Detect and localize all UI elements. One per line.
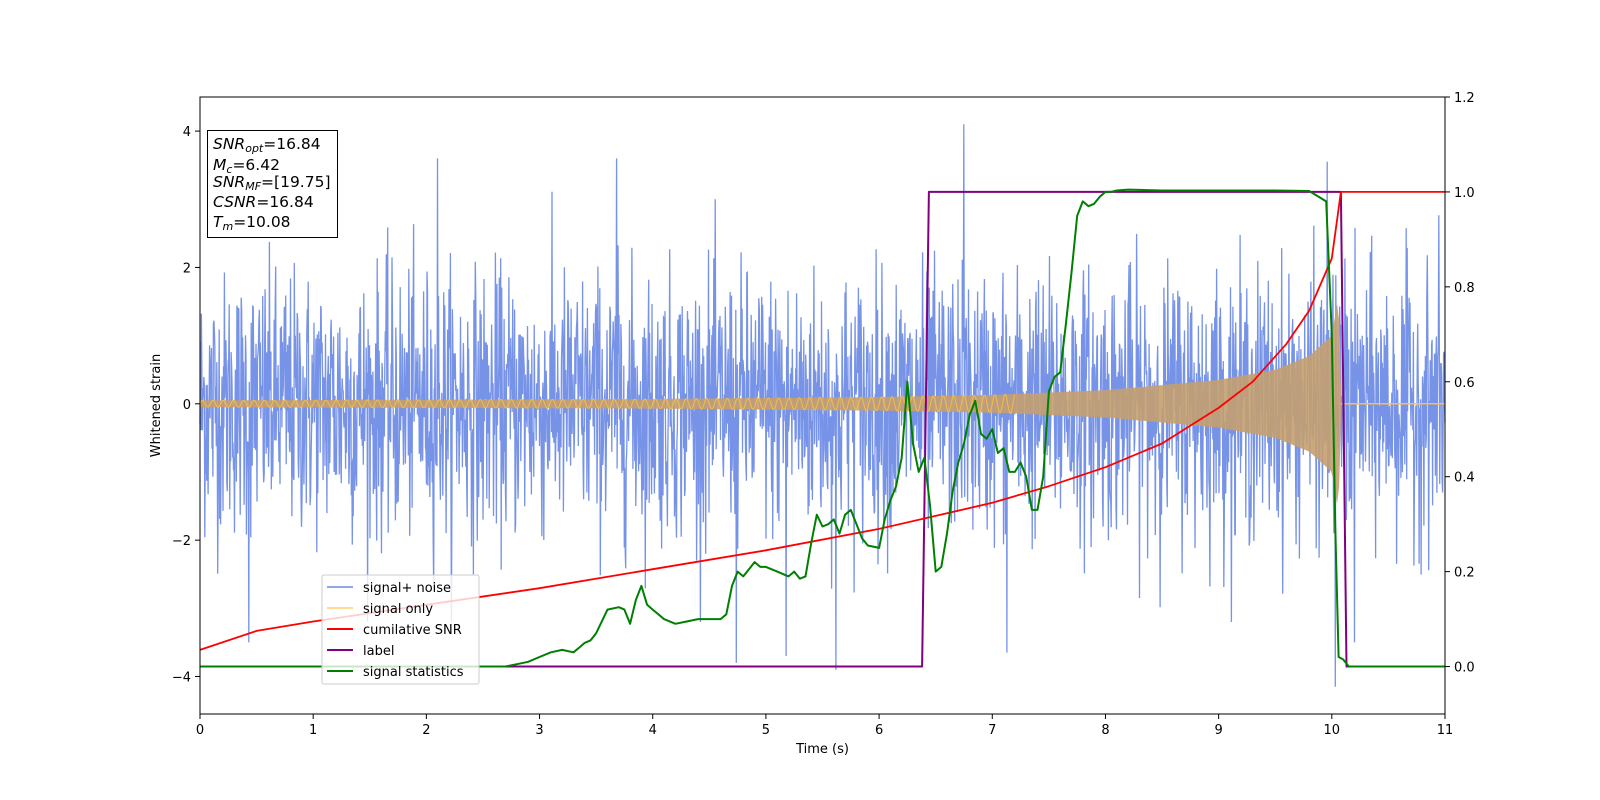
snr-info-box: SNRopt=16.84 Mc=6.42 SNRMF=[19.75] CSNR=… (207, 130, 338, 238)
x-tick-label: 8 (1101, 723, 1109, 738)
tm-line: Tm=10.08 (213, 213, 291, 233)
signal-statistics-line (200, 188, 1445, 668)
y-right-tick-label: 1.0 (1454, 186, 1475, 201)
mc-line: Mc=6.42 (213, 155, 280, 176)
tm-value: =10.08 (233, 213, 291, 231)
x-tick-label: 0 (196, 723, 204, 738)
y-left-tick-label: 0 (183, 398, 191, 413)
x-tick-label: 6 (875, 723, 883, 738)
y-left-tick-label: 2 (183, 261, 191, 276)
y-right-tick-label: 0.2 (1454, 566, 1475, 581)
snr-opt-value: =16.84 (263, 135, 321, 153)
snr-mf-line: SNRMF=[19.75] (213, 173, 331, 193)
x-tick-label: 9 (1214, 723, 1222, 738)
y-left-tick-label: 4 (183, 125, 191, 140)
snr-opt-line: SNRopt=16.84 (213, 135, 321, 155)
csnr-line: CSNR=16.84 (213, 192, 314, 211)
legend-item-label: label (363, 644, 394, 659)
axis-ticks: 0 1 2 3 4 5 6 7 8 9 10 11 −4 −2 0 2 4 0.0 0.2 0.4 0.6 0.8 1.0 1… (172, 91, 1475, 738)
legend-item-label: signal statistics (363, 665, 464, 680)
csnr-value: =16.84 (256, 192, 314, 211)
y-right-tick-label: 0.8 (1454, 281, 1475, 296)
y-axis-label: Whitened strain (149, 354, 164, 457)
legend-item-label: cumilative SNR (363, 623, 462, 638)
y-right-tick-label: 1.2 (1454, 91, 1475, 106)
series-signal-only (199, 303, 1445, 504)
mc-value: =6.42 (232, 155, 280, 174)
x-tick-label: 5 (762, 723, 770, 738)
legend-box (321, 574, 480, 685)
x-tick-label: 10 (1324, 723, 1341, 738)
legend: signal+ noise signal only cumilative SNR la… (321, 574, 480, 685)
signal-only-line (199, 393, 1016, 415)
y-right-tick-label: 0.4 (1454, 471, 1475, 486)
y-left-tick-label: −4 (172, 671, 191, 686)
legend-item-label: signal only (363, 602, 433, 617)
x-axis-label: Time (s) (795, 742, 849, 757)
x-tick-label: 4 (649, 723, 657, 738)
x-tick-label: 1 (309, 723, 317, 738)
snr-mf-value: =[19.75] (261, 173, 331, 191)
legend-item-label: signal+ noise (363, 581, 451, 596)
y-right-tick-label: 0.0 (1454, 661, 1475, 676)
x-tick-label: 2 (422, 723, 430, 738)
x-tick-label: 11 (1437, 723, 1454, 738)
y-right-tick-label: 0.6 (1454, 376, 1475, 391)
y-left-tick-label: −2 (172, 534, 191, 549)
x-tick-label: 7 (988, 723, 996, 738)
x-tick-label: 3 (535, 723, 543, 738)
plot-frame (199, 96, 1446, 715)
